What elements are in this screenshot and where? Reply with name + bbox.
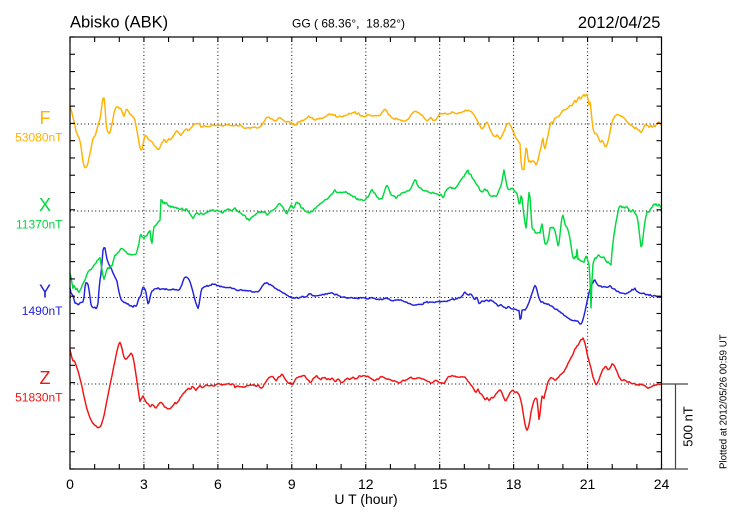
svg-text:U T (hour): U T (hour) [334,491,397,507]
svg-text:6: 6 [214,476,222,492]
svg-text:53080nT: 53080nT [15,130,63,144]
svg-text:F: F [40,108,51,128]
svg-text:21: 21 [580,476,596,492]
svg-text:Plotted at 2012/05/26 00:59 UT: Plotted at 2012/05/26 00:59 UT [719,334,730,469]
svg-text:500 nT: 500 nT [681,406,696,447]
svg-text:9: 9 [288,476,296,492]
svg-text:GG ( 68.36°, 18.82°): GG ( 68.36°, 18.82°) [292,17,405,31]
svg-text:3: 3 [140,476,148,492]
svg-text:11370nT: 11370nT [16,217,63,231]
svg-text:18: 18 [506,476,522,492]
svg-text:51830nT: 51830nT [15,390,63,404]
svg-text:Z: Z [40,368,51,388]
svg-text:12: 12 [358,476,374,492]
svg-text:Abisko (ABK): Abisko (ABK) [70,14,168,32]
svg-text:X: X [39,195,51,215]
svg-text:Y: Y [39,282,51,302]
svg-text:15: 15 [432,476,448,492]
svg-text:1490nT: 1490nT [22,304,63,318]
svg-text:2012/04/25: 2012/04/25 [578,14,661,32]
svg-text:0: 0 [66,476,74,492]
svg-text:24: 24 [654,476,670,492]
